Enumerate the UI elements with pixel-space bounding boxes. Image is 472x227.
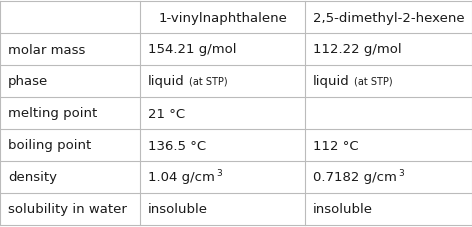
Text: density: density (8, 171, 57, 184)
Text: 112.22 g/mol: 112.22 g/mol (313, 43, 402, 56)
Text: 3: 3 (398, 168, 404, 177)
Text: molar mass: molar mass (8, 43, 85, 56)
Text: solubility in water: solubility in water (8, 203, 127, 216)
Text: liquid: liquid (313, 75, 350, 88)
Text: boiling point: boiling point (8, 139, 91, 152)
Text: 2,5-dimethyl-2-hexene: 2,5-dimethyl-2-hexene (312, 11, 464, 24)
Text: (at STP): (at STP) (189, 77, 228, 87)
Text: (at STP): (at STP) (354, 77, 392, 87)
Text: 136.5 °C: 136.5 °C (148, 139, 206, 152)
Text: 154.21 g/mol: 154.21 g/mol (148, 43, 236, 56)
Text: 21 °C: 21 °C (148, 107, 185, 120)
Text: insoluble: insoluble (313, 203, 373, 216)
Text: 1.04 g/cm: 1.04 g/cm (148, 171, 215, 184)
Text: insoluble: insoluble (148, 203, 208, 216)
Text: 3: 3 (216, 168, 222, 177)
Text: 112 °C: 112 °C (313, 139, 359, 152)
Text: phase: phase (8, 75, 48, 88)
Text: 0.7182 g/cm: 0.7182 g/cm (313, 171, 397, 184)
Text: liquid: liquid (148, 75, 185, 88)
Text: 1-vinylnaphthalene: 1-vinylnaphthalene (158, 11, 287, 24)
Text: melting point: melting point (8, 107, 97, 120)
